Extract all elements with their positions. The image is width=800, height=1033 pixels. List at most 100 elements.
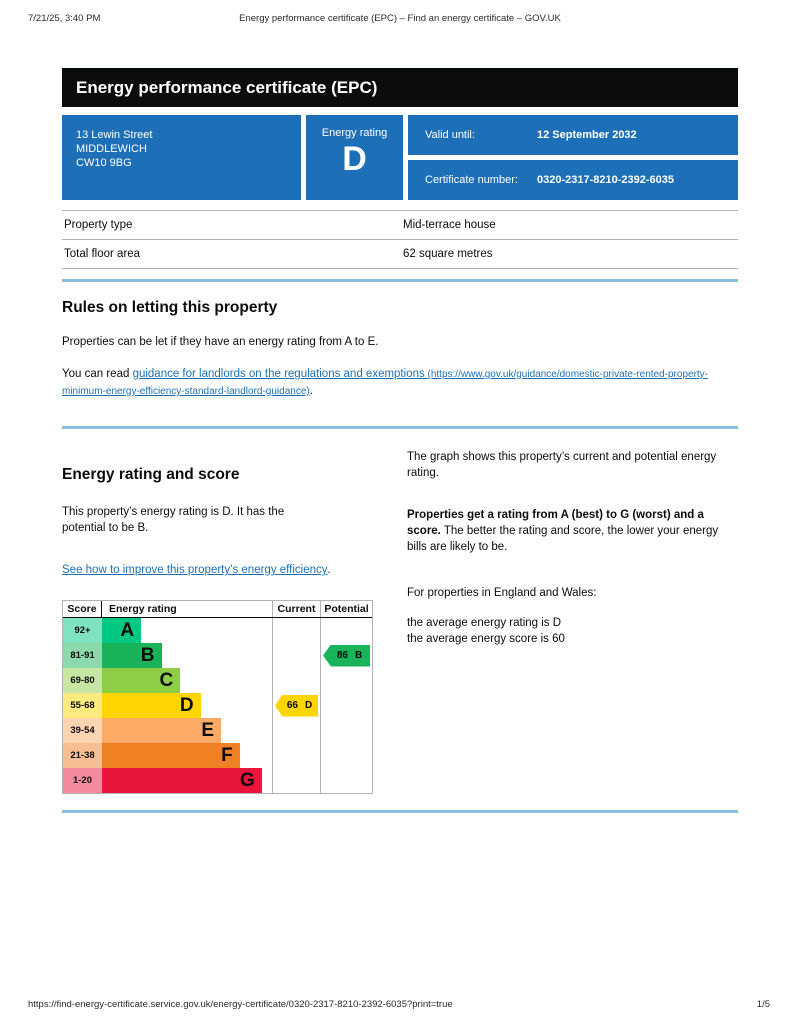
band-bar: D — [102, 693, 201, 718]
rating-right-column: The graph shows this property’s current … — [407, 449, 738, 794]
chart-band-row: 39-54 E — [63, 718, 372, 743]
potential-cell — [320, 668, 372, 693]
potential-cell: 86 B — [320, 643, 372, 668]
current-cell: 66 D — [272, 693, 320, 718]
band-bar-area: B — [102, 643, 272, 668]
energy-rating-heading: Energy rating and score — [62, 466, 240, 483]
band-bar: A — [102, 618, 142, 643]
landlord-guidance-link[interactable]: guidance for landlords on the regulation… — [62, 368, 708, 397]
rating-explanation-text: Properties get a rating from A (best) to… — [407, 507, 723, 555]
energy-rating-section: Energy rating and score This property’s … — [62, 449, 738, 794]
letting-rules-text: Properties can be let if they have an en… — [62, 336, 379, 348]
band-bar: E — [102, 718, 221, 743]
energy-rating-value: D — [342, 140, 367, 178]
chart-band-row: 55-68 D 66 D — [63, 693, 372, 718]
marker-score: 86 — [336, 650, 348, 661]
current-cell — [272, 668, 320, 693]
band-bar-area: E — [102, 718, 272, 743]
energy-rating-box: Energy rating D — [306, 115, 403, 200]
valid-until-box: Valid until: 12 September 2032 — [408, 115, 738, 155]
chart-col-score: Score — [63, 601, 102, 617]
band-score-range: 92+ — [63, 618, 102, 643]
band-score-range: 55-68 — [63, 693, 102, 718]
improve-paragraph: See how to improve this property’s energ… — [62, 536, 407, 578]
rating-intro-text: This property’s energy rating is D. It h… — [62, 506, 285, 534]
page-title: Energy performance certificate (EPC) — [62, 68, 738, 107]
chart-col-current: Current — [272, 601, 320, 617]
marker-score: 66 — [286, 700, 298, 711]
property-address-box: 13 Lewin Street MIDDLEWICH CW10 9BG — [62, 115, 301, 200]
graph-note-text: The graph shows this property’s current … — [407, 451, 717, 479]
valid-until-value: 12 September 2032 — [537, 129, 637, 141]
current-cell — [272, 643, 320, 668]
certificate-number-value: 0320-2317-8210-2392-6035 — [537, 174, 675, 186]
band-bar: B — [102, 643, 162, 668]
print-url: https://find-energy-certificate.service.… — [28, 999, 453, 1010]
chart-band-row: 92+ A — [63, 618, 372, 643]
band-bar-area: G — [102, 768, 272, 793]
epc-rating-chart: Score Energy rating Current Potential 92… — [62, 600, 373, 794]
summary-label: Property type — [64, 219, 133, 231]
potential-cell — [320, 693, 372, 718]
band-score-range: 21-38 — [63, 743, 102, 768]
rating-explanation-bold: Properties get a rating from A (best) to… — [407, 509, 704, 537]
band-bar-area: D — [102, 693, 272, 718]
band-score-range: 69-80 — [63, 668, 102, 693]
rating-left-column: Energy rating and score This property’s … — [62, 449, 407, 794]
band-score-range: 81-91 — [63, 643, 102, 668]
potential-cell — [320, 768, 372, 793]
print-page-number: 1/5 — [756, 999, 770, 1010]
current-cell — [272, 718, 320, 743]
print-datetime: 7/21/25, 3:40 PM — [28, 13, 101, 24]
current-cell — [272, 743, 320, 768]
valid-until-label: Valid until: — [425, 129, 475, 141]
guidance-suffix: . — [309, 385, 313, 397]
address-line-1: 13 Lewin Street — [76, 129, 153, 141]
certificate-number-box: Certificate number: 0320-2317-8210-2392-… — [408, 160, 738, 200]
address-line-2: MIDDLEWICH — [76, 143, 147, 155]
print-page-title: Energy performance certificate (EPC) – F… — [239, 13, 561, 24]
property-summary-table: Property type Mid-terrace house Total floo… — [62, 210, 738, 269]
improve-efficiency-link[interactable]: See how to improve this property’s energ… — [62, 564, 328, 576]
chart-header: Score Energy rating Current Potential — [63, 601, 372, 618]
current-cell — [272, 618, 320, 643]
certificate-summary-boxes: 13 Lewin Street MIDDLEWICH CW10 9BG Ener… — [62, 115, 738, 200]
band-bar-area: A — [102, 618, 272, 643]
validity-boxes: Valid until: 12 September 2032 Certifica… — [408, 115, 738, 200]
band-score-range: 1-20 — [63, 768, 102, 793]
chart-band-row: 1-20 G — [63, 768, 372, 793]
marker-band: B — [354, 650, 363, 661]
guidance-link-url: (https://www.gov.uk/guidance/domestic-pr… — [62, 369, 709, 397]
browser-print-header: 7/21/25, 3:40 PM Energy performance cert… — [0, 13, 800, 24]
certificate-page: Energy performance certificate (EPC) 13 … — [62, 68, 738, 813]
section-divider — [62, 810, 738, 813]
rating-explanation-rest: The better the rating and score, the low… — [407, 525, 719, 553]
letting-rules-heading: Rules on letting this property — [62, 299, 278, 316]
summary-value: 62 square metres — [403, 248, 493, 260]
chart-band-row: 69-80 C — [63, 668, 372, 693]
marker-band: D — [304, 700, 313, 711]
band-bar-area: F — [102, 743, 272, 768]
current-cell — [272, 768, 320, 793]
energy-rating-label: Energy rating — [321, 127, 388, 139]
summary-value: Mid-terrace house — [403, 219, 496, 231]
potential-cell — [320, 718, 372, 743]
section-divider — [62, 426, 738, 429]
band-bar: F — [102, 743, 240, 768]
chart-col-rating: Energy rating — [109, 603, 177, 615]
potential-cell — [320, 618, 372, 643]
summary-row: Property type Mid-terrace house — [62, 210, 738, 239]
summary-row: Total floor area 62 square metres — [62, 239, 738, 269]
improve-suffix: . — [327, 564, 331, 576]
chart-band-row: 81-91 B 86 B — [63, 643, 372, 668]
band-score-range: 39-54 — [63, 718, 102, 743]
potential-cell — [320, 743, 372, 768]
landlord-guidance-paragraph: You can read guidance for landlords on t… — [62, 366, 738, 400]
certificate-number-label: Certificate number: — [425, 174, 518, 186]
rating-arrow-marker: 86 B — [323, 644, 370, 667]
guidance-prefix: You can read — [62, 368, 133, 380]
section-divider — [62, 279, 738, 282]
rating-arrow-marker: 66 D — [275, 694, 318, 717]
average-rating-text: the average energy rating is D the avera… — [407, 617, 565, 645]
band-bar: C — [102, 668, 181, 693]
